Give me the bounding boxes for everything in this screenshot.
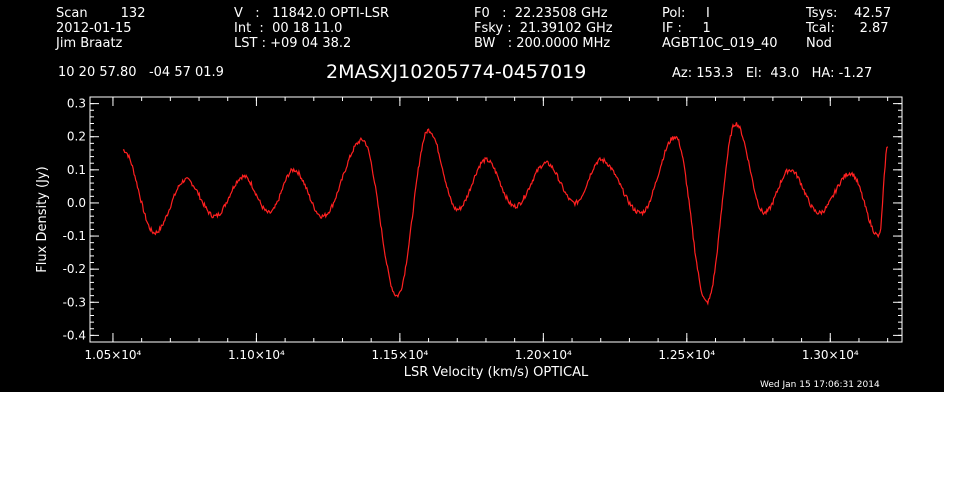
x-axis-label: LSR Velocity (km/s) OPTICAL	[404, 365, 589, 380]
bandwidth-label: BW : 200.0000 MHz	[474, 36, 611, 51]
plot-frame	[89, 96, 903, 343]
x-tick-label: 1.25×10⁴	[658, 348, 715, 362]
velocity-label: V : 11842.0 OPTI-LSR	[234, 6, 390, 21]
y-axis-label: Flux Density (Jy)	[35, 166, 50, 272]
x-tick-label: 1.10×10⁴	[228, 348, 285, 362]
observer-label: Jim Braatz	[56, 36, 123, 51]
x-tick-label: 1.20×10⁴	[515, 348, 572, 362]
tcal-label: Tcal: 2.87	[806, 21, 889, 36]
fsky-label: Fsky : 21.39102 GHz	[474, 21, 613, 36]
y-tick-label: -0.1	[63, 229, 86, 243]
plot-panel: Scan 132 2012-01-15 Jim Braatz V : 11842…	[0, 0, 944, 392]
polarization-label: Pol: I	[662, 6, 710, 21]
integration-label: Int : 00 18 11.0	[234, 21, 343, 36]
source-name: 2MASXJ10205774-0457019	[326, 61, 587, 83]
if-label: IF : 1	[662, 21, 711, 36]
date-label: 2012-01-15	[56, 21, 132, 36]
y-tick-label: 0.0	[67, 196, 86, 210]
spectrum-chart: 1.05×10⁴ 1.10×10⁴ 1.15×10⁴ 1.20×10⁴ 1.25×10⁴…	[35, 96, 903, 380]
x-tick-label: 1.05×10⁴	[85, 348, 142, 362]
x-tick-label: 1.15×10⁴	[371, 348, 428, 362]
mode-label: Nod	[806, 36, 832, 51]
lst-label: LST : +09 04 38.2	[234, 36, 352, 51]
project-label: AGBT10C_019_40	[662, 36, 778, 51]
y-tick-label: -0.3	[63, 295, 86, 309]
timestamp-label: Wed Jan 15 17:06:31 2014	[760, 380, 880, 390]
f0-label: F0 : 22.23508 GHz	[474, 6, 608, 21]
tsys-label: Tsys: 42.57	[806, 6, 892, 21]
spectrum-series-line	[122, 122, 889, 306]
scan-label: Scan 132	[56, 6, 146, 21]
y-tick-label: 0.3	[67, 97, 86, 111]
y-tick-label: -0.4	[63, 328, 86, 342]
pointing-label: Az: 153.3 El: 43.0 HA: -1.27	[672, 66, 873, 81]
coordinates-label: 10 20 57.80 -04 57 01.9	[58, 65, 224, 80]
y-tick-label: -0.2	[63, 262, 86, 276]
x-tick-label: 1.30×10⁴	[802, 348, 859, 362]
y-tick-label: 0.2	[67, 130, 86, 144]
y-tick-label: 0.1	[67, 163, 86, 177]
